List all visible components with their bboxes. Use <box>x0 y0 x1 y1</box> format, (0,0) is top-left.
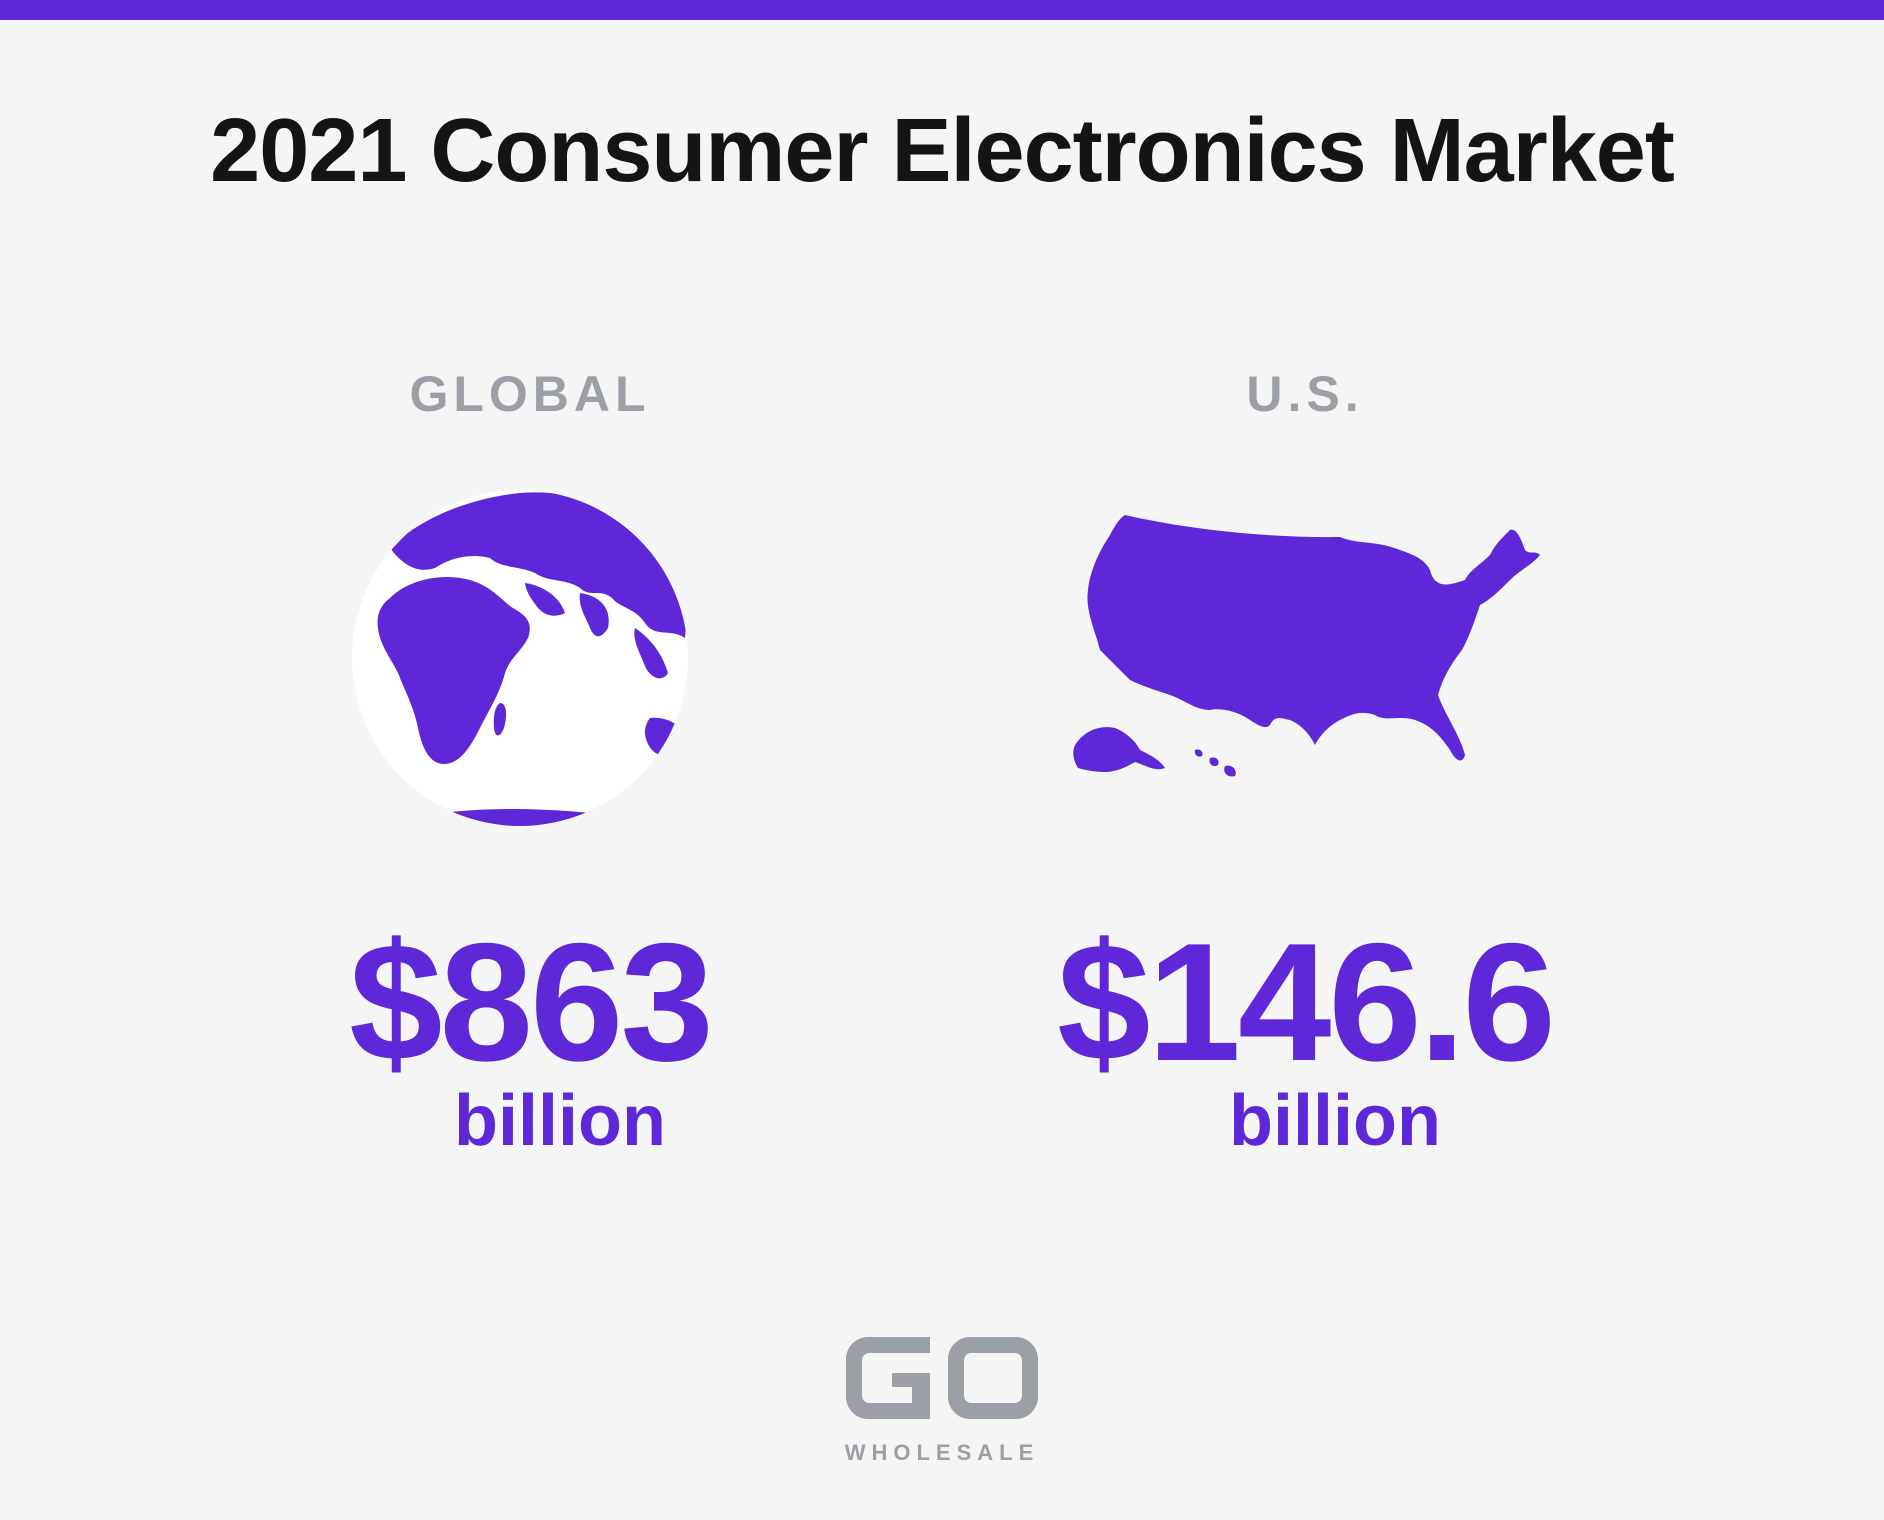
page-title: 2021 Consumer Electronics Market <box>210 101 1675 201</box>
go-wholesale-logo <box>846 1337 1038 1419</box>
us-unit: billion <box>1229 1081 1441 1161</box>
us-map-icon <box>1073 515 1540 777</box>
logo-wholesale-text: WHOLESALE <box>844 1440 1040 1465</box>
us-label: U.S. <box>1246 366 1364 422</box>
globe-icon <box>352 490 688 826</box>
us-value: $146.6 <box>1057 908 1556 1096</box>
global-value: $863 <box>349 908 714 1096</box>
top-accent-bar <box>0 0 1884 20</box>
global-label: GLOBAL <box>409 366 651 422</box>
global-unit: billion <box>454 1081 666 1161</box>
